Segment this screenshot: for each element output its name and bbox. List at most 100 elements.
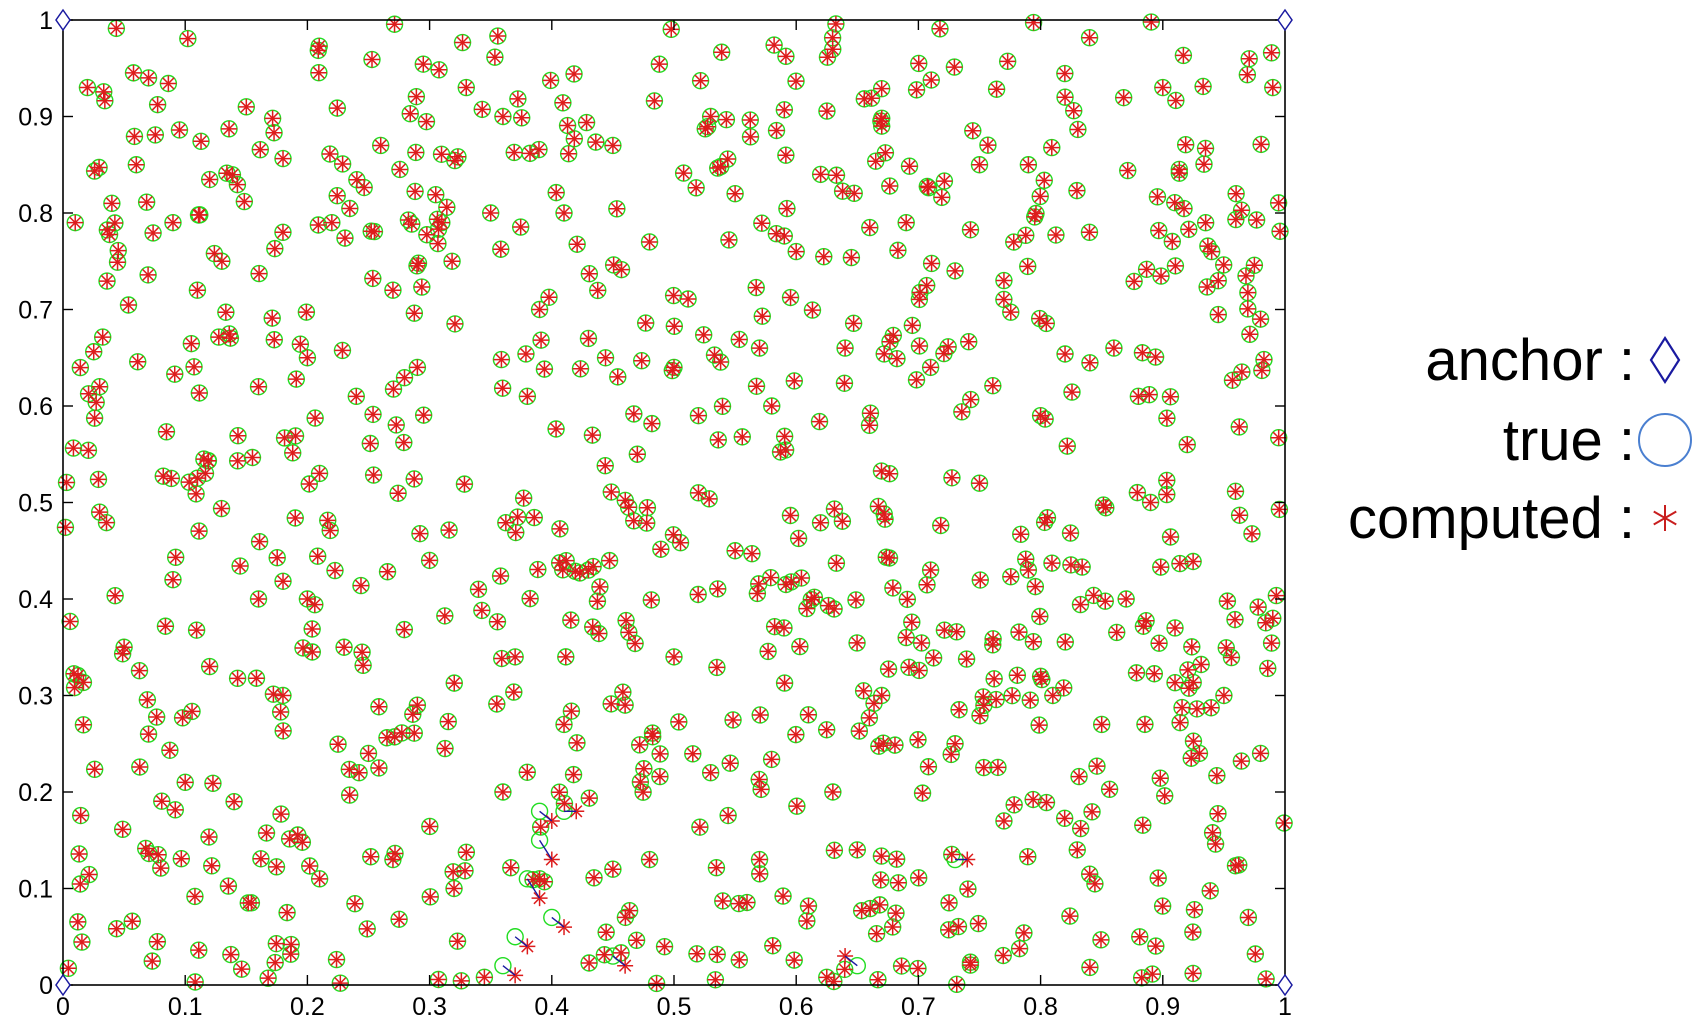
computed-point [873,80,890,97]
computed-point-stroke [611,370,624,384]
computed-point-stroke [181,32,195,45]
computed-point [1056,65,1073,82]
computed-point-stroke [1004,305,1017,319]
computed-point-stroke [901,593,914,606]
computed-point [910,55,927,72]
computed-point-stroke [583,267,596,280]
computed-point-stroke [619,494,632,507]
computed-point-stroke [864,407,877,420]
computed-point-stroke [765,753,778,766]
computed-point [863,90,880,107]
computed-point [920,179,937,196]
computed-point-stroke [802,708,815,721]
computed-point-stroke [519,347,533,361]
computed-point [1219,593,1236,610]
computed-point [482,205,499,221]
computed-point [1062,556,1079,573]
computed-point [867,153,884,170]
computed-point [91,159,108,176]
computed-point [103,195,120,212]
computed-point [62,613,79,630]
computed-point-stroke [296,836,309,849]
computed-point [1012,526,1029,543]
computed-point [1057,346,1074,363]
computed-point [986,670,1003,687]
computed-point [975,697,992,714]
computed-point [701,490,718,507]
computed-point [1164,233,1181,250]
computed-point [778,200,795,217]
computed-point [413,279,430,296]
computed-point-stroke [875,82,888,95]
computed-point [436,607,453,624]
computed-point [861,417,878,434]
computed-point [1043,555,1060,572]
computed-point-stroke [1099,595,1112,608]
computed-point-stroke [417,57,430,71]
computed-point [1210,306,1227,323]
computed-point-stroke [366,408,380,421]
computed-point [751,340,768,357]
computed-point-stroke [925,257,938,270]
computed-point [776,101,793,118]
computed-point [1154,79,1171,96]
computed-point [845,315,862,332]
computed-point [493,351,510,368]
computed-point [932,517,949,534]
computed-point [144,953,161,970]
computed-point [1252,745,1269,762]
computed-point-stroke [702,492,716,506]
computed-point [876,345,893,362]
computed-point-stroke [185,705,199,718]
computed-point [108,920,125,937]
computed-point-stroke [242,896,255,910]
computed-point-stroke [761,645,775,658]
computed-point-stroke [1226,374,1239,387]
computed-point [943,746,960,763]
computed-point-stroke [1241,286,1255,299]
computed-point [580,330,597,347]
true-point [506,928,524,946]
computed-point [739,894,756,911]
computed-point-stroke [714,355,727,369]
computed-point-stroke [850,636,864,650]
computed-point-stroke [789,728,803,741]
computed-point-stroke [336,157,349,171]
computed-point-stroke [1241,302,1255,316]
computed-point [702,764,719,781]
computed-point [150,846,167,863]
computed-point-stroke [451,935,464,948]
computed-point-stroke [1209,837,1222,851]
computed-point [458,79,475,96]
computed-point-stroke [1110,626,1123,639]
computed-point [473,602,490,619]
computed-point [1239,284,1256,301]
computed-point-stroke [789,74,803,88]
computed-point [137,840,154,857]
computed-point [72,807,89,824]
computed-point [418,226,435,243]
computed-point-stroke [182,475,196,489]
computed-point [798,600,815,617]
computed-point-stroke [880,551,893,564]
computed-point-stroke [618,698,632,712]
computed-point-stroke [338,231,352,245]
computed-point-stroke [202,830,216,844]
computed-point [787,726,804,743]
computed-point-stroke [556,96,570,109]
computed-point [433,146,450,163]
computed-point [1019,258,1036,275]
computed-point [665,287,682,304]
computed-point-stroke [648,94,661,108]
computed-point [988,81,1005,98]
computed-point [815,248,832,265]
computed-point [336,639,353,656]
computed-point [365,406,382,423]
computed-point-stroke [386,284,400,297]
computed-point-stroke [890,852,903,866]
computed-point [422,888,439,905]
computed-point [800,898,817,915]
computed-point [617,697,634,714]
computed-point [273,806,290,823]
computed-point [421,818,438,835]
